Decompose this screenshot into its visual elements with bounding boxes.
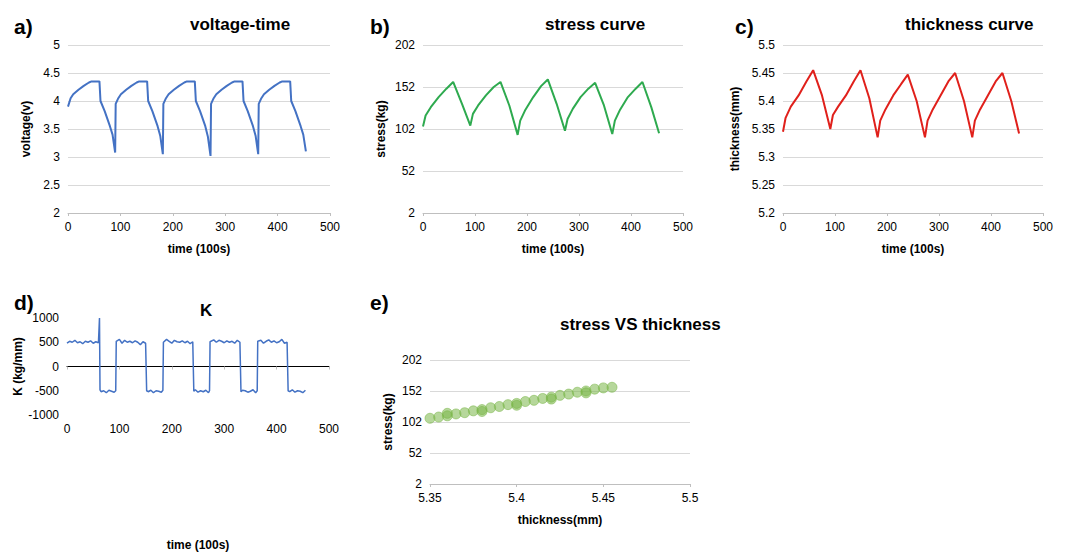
svg-text:K (kg/mm): K (kg/mm)	[11, 337, 25, 396]
svg-text:5.4: 5.4	[758, 94, 775, 108]
svg-text:thickness(mm): thickness(mm)	[518, 513, 603, 527]
svg-text:stress curve: stress curve	[545, 15, 645, 34]
svg-text:400: 400	[981, 220, 1001, 234]
svg-text:stress(kg): stress(kg)	[374, 100, 388, 157]
svg-text:4.5: 4.5	[43, 66, 60, 80]
svg-text:5.25: 5.25	[752, 178, 776, 192]
svg-text:2: 2	[408, 206, 415, 220]
svg-text:5.4: 5.4	[508, 491, 525, 505]
svg-text:a): a)	[14, 15, 33, 38]
svg-text:200: 200	[163, 220, 183, 234]
svg-text:500: 500	[320, 220, 340, 234]
svg-text:voltage(v): voltage(v)	[19, 101, 33, 158]
svg-text:500: 500	[39, 335, 59, 349]
svg-text:100: 100	[109, 422, 129, 436]
svg-text:200: 200	[162, 422, 182, 436]
svg-text:500: 500	[319, 422, 339, 436]
svg-text:5.5: 5.5	[758, 38, 775, 52]
svg-text:time (100s): time (100s)	[522, 242, 585, 256]
svg-text:5: 5	[53, 38, 60, 52]
svg-text:100: 100	[825, 220, 845, 234]
svg-text:-1000: -1000	[28, 408, 59, 422]
svg-text:0: 0	[780, 220, 787, 234]
svg-text:3.5: 3.5	[43, 122, 60, 136]
svg-text:b): b)	[370, 15, 390, 38]
svg-text:300: 300	[929, 220, 949, 234]
svg-text:2: 2	[53, 206, 60, 220]
svg-text:200: 200	[877, 220, 897, 234]
svg-text:0: 0	[52, 360, 59, 374]
svg-text:thickness(mm): thickness(mm)	[728, 87, 742, 172]
svg-text:5.45: 5.45	[752, 66, 776, 80]
svg-text:400: 400	[268, 220, 288, 234]
svg-text:52: 52	[402, 164, 416, 178]
svg-text:400: 400	[621, 220, 641, 234]
svg-text:52: 52	[409, 446, 423, 460]
svg-text:400: 400	[267, 422, 287, 436]
svg-text:5.2: 5.2	[758, 206, 775, 220]
svg-text:2: 2	[415, 477, 422, 491]
svg-text:3: 3	[53, 150, 60, 164]
svg-text:0: 0	[64, 422, 71, 436]
svg-text:100: 100	[465, 220, 485, 234]
svg-text:202: 202	[402, 353, 422, 367]
svg-text:K: K	[200, 301, 213, 320]
svg-text:c): c)	[735, 15, 754, 38]
svg-text:time (100s): time (100s)	[882, 242, 945, 256]
svg-text:500: 500	[1033, 220, 1053, 234]
svg-text:5.35: 5.35	[418, 491, 442, 505]
svg-text:time (100s): time (100s)	[168, 242, 231, 256]
svg-text:thickness curve: thickness curve	[905, 15, 1034, 34]
svg-text:time (100s): time (100s)	[167, 538, 230, 552]
svg-text:500: 500	[673, 220, 693, 234]
svg-text:5.45: 5.45	[592, 491, 616, 505]
svg-text:300: 300	[215, 220, 235, 234]
svg-text:152: 152	[402, 384, 422, 398]
svg-text:4: 4	[53, 94, 60, 108]
svg-text:300: 300	[569, 220, 589, 234]
svg-text:d): d)	[14, 291, 34, 314]
svg-text:2.5: 2.5	[43, 178, 60, 192]
svg-text:voltage-time: voltage-time	[190, 15, 290, 34]
svg-text:0: 0	[420, 220, 427, 234]
svg-text:300: 300	[214, 422, 234, 436]
svg-text:stress(kg): stress(kg)	[381, 393, 395, 450]
svg-text:5.35: 5.35	[752, 122, 776, 136]
svg-text:102: 102	[402, 415, 422, 429]
svg-text:100: 100	[110, 220, 130, 234]
svg-text:152: 152	[395, 80, 415, 94]
svg-text:5.3: 5.3	[758, 150, 775, 164]
svg-text:1000: 1000	[32, 311, 59, 325]
svg-text:0: 0	[65, 220, 72, 234]
svg-text:102: 102	[395, 122, 415, 136]
svg-text:stress VS thickness: stress VS thickness	[560, 315, 721, 334]
svg-text:202: 202	[395, 38, 415, 52]
svg-text:e): e)	[370, 291, 389, 314]
svg-text:200: 200	[517, 220, 537, 234]
svg-text:-500: -500	[35, 384, 59, 398]
svg-text:5.5: 5.5	[682, 491, 699, 505]
